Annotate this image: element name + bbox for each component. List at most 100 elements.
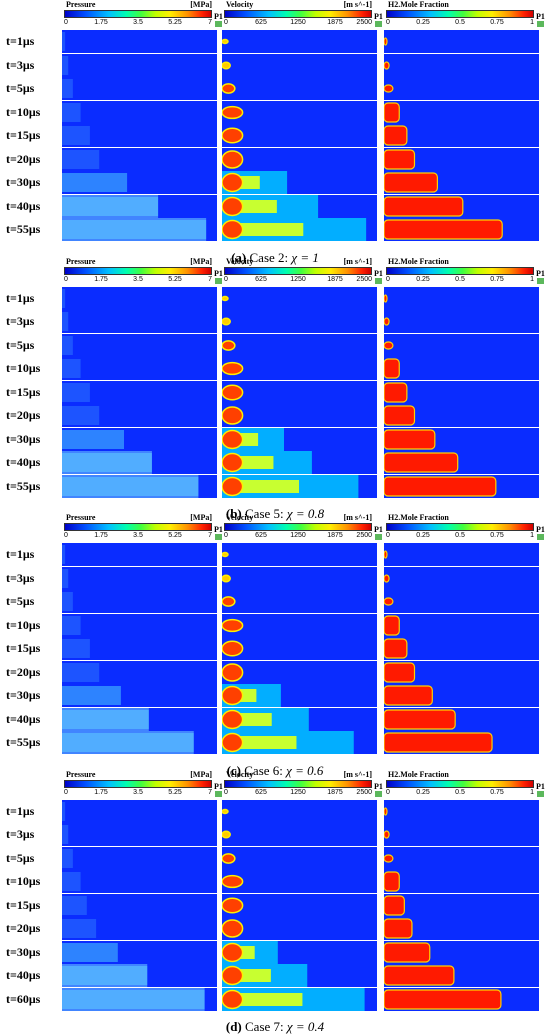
pressure-field <box>62 846 217 870</box>
h2-contour <box>384 358 400 379</box>
pressure-region <box>62 919 97 938</box>
time-label: t=15μs <box>6 897 41 912</box>
velocity-field <box>222 823 377 846</box>
pressure-field <box>62 194 217 218</box>
colorbar-tick: 1 <box>530 532 534 539</box>
colorbar-tick: 0.25 <box>416 532 430 539</box>
velocity-jet <box>222 60 231 70</box>
colorbar-ticks: 0 0.25 0.5 0.75 1 <box>386 789 534 798</box>
time-label: t=30μs <box>6 175 41 189</box>
time-label: t=5μs <box>6 594 35 608</box>
pressure-region <box>62 639 90 658</box>
panel-b: Pressure [MPa] 0 1.75 3.5 5.25 7 P1 Velocity [m s… <box>0 256 550 522</box>
colorbar-marker: P1 <box>536 268 545 278</box>
velocity-contour <box>222 684 281 707</box>
time-label: t=30μs <box>6 431 41 446</box>
colorbar-tick: 5.25 <box>168 532 182 539</box>
colorbar-tick: 5.25 <box>168 19 182 26</box>
pressure-contour <box>62 32 66 51</box>
velocity-contour <box>222 384 244 400</box>
pressure-field <box>62 987 217 1011</box>
time-row: t=10μs <box>0 870 550 893</box>
pressure-field <box>62 380 217 404</box>
time-row: t=5μs <box>0 77 550 100</box>
colorbar-h2-mole-fraction: H2.Mole Fraction 0 0.25 0.5 0.75 1 P1 <box>386 0 545 28</box>
colorbar-tick: 5.25 <box>168 788 182 796</box>
colorbar-unit: [m s^-1] <box>343 769 372 779</box>
pressure-region <box>62 942 118 962</box>
colorbar-marker: P1 <box>374 12 383 21</box>
velocity-field <box>222 147 377 171</box>
colorbar-tick: 2500 <box>356 788 372 796</box>
time-row: t=3μs <box>0 823 550 846</box>
velocity-contour <box>222 451 312 474</box>
time-row: t=5μs <box>0 846 550 870</box>
pressure-field <box>62 427 217 451</box>
colorbar-gradient <box>386 779 534 788</box>
velocity-field <box>222 53 377 77</box>
time-label: t=3μs <box>6 570 35 585</box>
h2-plume <box>384 708 456 730</box>
velocity-contour <box>222 707 309 731</box>
pressure-field <box>62 964 217 987</box>
h2-plume <box>384 918 413 939</box>
h2-contour <box>384 965 455 986</box>
panel-a: Pressure [MPa] 0 1.75 3.5 5.25 7 P1 Velocity [m s… <box>0 0 550 265</box>
velocity-jet <box>222 429 244 449</box>
marker-swatch <box>215 534 222 540</box>
pressure-region <box>62 382 90 402</box>
pressure-field <box>62 77 217 100</box>
pressure-region <box>62 592 73 611</box>
panel-caption: (c) Case 6: χ = 0.6 <box>0 763 550 778</box>
h2-plume <box>384 638 408 659</box>
velocity-field <box>222 357 377 380</box>
velocity-field <box>222 731 377 754</box>
h2-contour <box>384 918 413 939</box>
h2-plume <box>384 661 416 683</box>
pressure-contour <box>62 942 118 962</box>
colorbar-tick: 0.25 <box>416 19 430 26</box>
pressure-contour <box>62 895 87 915</box>
h2-contour <box>384 806 388 816</box>
pressure-region <box>62 848 73 868</box>
pressure-field <box>62 218 217 241</box>
pressure-region <box>62 79 73 98</box>
velocity-jet <box>222 384 244 400</box>
h2-field <box>384 357 539 380</box>
pressure-field <box>62 799 217 823</box>
velocity-field <box>222 218 377 241</box>
colorbar-tick: 0.25 <box>416 275 430 283</box>
velocity-jet <box>222 172 244 193</box>
colorbar-gradient <box>224 10 372 18</box>
colorbar-tick: 0 <box>224 788 228 796</box>
pressure-field <box>62 870 217 893</box>
h2-contour <box>384 84 394 93</box>
colorbar-unit: [MPa] <box>190 0 212 9</box>
h2-plume <box>384 732 493 753</box>
colorbar-unit: [MPa] <box>190 256 212 266</box>
colorbar-ticks: 0 1.75 3.5 5.25 7 <box>64 532 212 541</box>
pressure-region <box>62 429 124 449</box>
velocity-field <box>222 940 377 964</box>
time-row: t=30μs <box>0 940 550 964</box>
pressure-contour <box>62 194 159 218</box>
colorbar-ticks: 0 625 1250 1875 2500 <box>224 532 372 541</box>
time-label: t=20μs <box>6 408 41 422</box>
colorbar-tick: 0 <box>386 275 390 283</box>
colorbar-title: Velocity <box>226 256 254 266</box>
colorbar-h2-mole-fraction: H2.Mole Fraction 0 0.25 0.5 0.75 1 P1 <box>386 513 545 541</box>
pressure-contour <box>62 288 66 308</box>
time-label: t=1μs <box>6 34 35 48</box>
time-row: t=3μs <box>0 310 550 333</box>
pressure-field <box>62 333 217 357</box>
h2-field <box>384 846 539 870</box>
pressure-contour <box>62 568 69 588</box>
velocity-contour <box>222 427 284 451</box>
pressure-contour <box>62 126 90 145</box>
time-label: t=40μs <box>6 198 41 213</box>
velocity-field <box>222 30 377 53</box>
h2-contour <box>384 475 497 497</box>
colorbar-ticks: 0 1.75 3.5 5.25 7 <box>64 276 212 285</box>
velocity-contour <box>222 406 244 425</box>
colorbar-marker: P1 <box>536 525 545 534</box>
